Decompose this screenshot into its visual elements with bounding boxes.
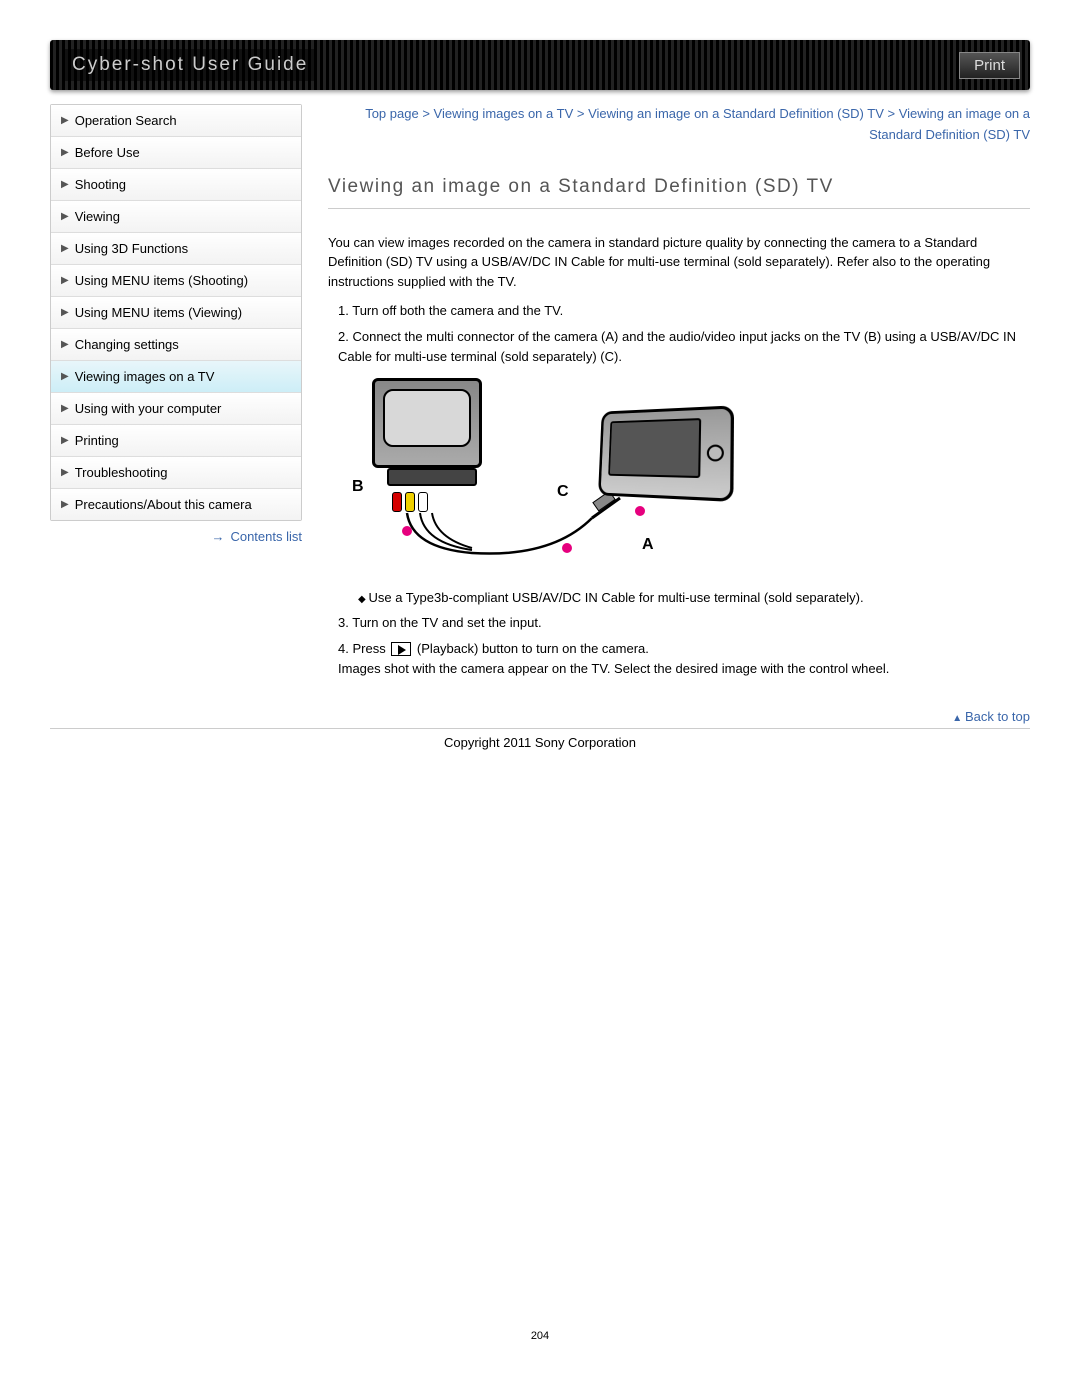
label-a: A xyxy=(642,536,654,554)
chevron-right-icon: ▶ xyxy=(61,467,69,478)
chevron-right-icon: ▶ xyxy=(61,211,69,222)
guide-title: Cyber-shot User Guide xyxy=(64,49,316,81)
step-4-detail: Images shot with the camera appear on th… xyxy=(338,661,889,676)
footer-divider xyxy=(50,728,1030,729)
sidebar-item[interactable]: ▶ Before Use xyxy=(51,137,301,169)
intro-paragraph: You can view images recorded on the came… xyxy=(328,233,1030,292)
main-content: Top page > Viewing images on a TV > View… xyxy=(328,104,1030,724)
sidebar-item-label: Precautions/About this camera xyxy=(75,497,252,512)
contents-list-link[interactable]: → Contents list xyxy=(50,529,302,544)
arrow-right-icon: → xyxy=(211,529,224,544)
step-4-pre: Press xyxy=(352,641,389,656)
chevron-right-icon: ▶ xyxy=(61,115,69,126)
sidebar-item-label: Before Use xyxy=(75,145,140,160)
sidebar-item[interactable]: ▶ Precautions/About this camera xyxy=(51,489,301,520)
page-title: Viewing an image on a Standard Definitio… xyxy=(328,176,1030,209)
chevron-right-icon: ▶ xyxy=(61,307,69,318)
chevron-right-icon: ▶ xyxy=(61,339,69,350)
chevron-right-icon: ▶ xyxy=(61,403,69,414)
step-3: Turn on the TV and set the input. xyxy=(338,613,1030,633)
sidebar-item-label: Using 3D Functions xyxy=(75,241,188,256)
sidebar-item[interactable]: ▶ Printing xyxy=(51,425,301,457)
step-1: Turn off both the camera and the TV. xyxy=(338,301,1030,321)
sidebar-item-label: Using with your computer xyxy=(75,401,222,416)
nav-list: ▶ Operation Search ▶ Before Use ▶ Shooting ▶ Vi… xyxy=(50,104,302,521)
camera-illustration xyxy=(598,405,734,502)
marker-b-icon xyxy=(402,526,412,536)
sidebar: ▶ Operation Search ▶ Before Use ▶ Shooting ▶ Vi… xyxy=(50,104,302,724)
sidebar-item-label: Operation Search xyxy=(75,113,177,128)
note-bullet: Use a Type3b-compliant USB/AV/DC IN Cabl… xyxy=(358,590,1030,605)
sidebar-item-label: Changing settings xyxy=(75,337,179,352)
chevron-right-icon: ▶ xyxy=(61,371,69,382)
breadcrumb[interactable]: Top page > Viewing images on a TV > View… xyxy=(328,104,1030,146)
sidebar-item[interactable]: ▶ Changing settings xyxy=(51,329,301,361)
step-4: Press (Playback) button to turn on the c… xyxy=(338,639,1030,679)
marker-c-icon xyxy=(562,543,572,553)
sidebar-item-label: Troubleshooting xyxy=(75,465,168,480)
connection-diagram: B C xyxy=(352,378,732,578)
sidebar-item-label: Viewing xyxy=(75,209,120,224)
step-2: Connect the multi connector of the camer… xyxy=(338,327,1030,367)
sidebar-item[interactable]: ▶ Using 3D Functions xyxy=(51,233,301,265)
chevron-right-icon: ▶ xyxy=(61,147,69,158)
sidebar-item-label: Using MENU items (Shooting) xyxy=(75,273,248,288)
sidebar-item[interactable]: ▶ Viewing xyxy=(51,201,301,233)
label-c: C xyxy=(557,483,569,501)
header-bar: Cyber-shot User Guide Print xyxy=(50,40,1030,90)
steps-list-cont: Turn on the TV and set the input. Press … xyxy=(328,613,1030,679)
sidebar-item[interactable]: ▶ Troubleshooting xyxy=(51,457,301,489)
breadcrumb-part[interactable]: Viewing images on a TV xyxy=(434,106,574,121)
sidebar-item[interactable]: ▶ Operation Search xyxy=(51,105,301,137)
print-button[interactable]: Print xyxy=(959,52,1020,79)
sidebar-item[interactable]: ▶ Viewing images on a TV xyxy=(51,361,301,393)
chevron-right-icon: ▶ xyxy=(61,435,69,446)
breadcrumb-part[interactable]: Top page xyxy=(365,106,419,121)
marker-a-icon xyxy=(635,506,645,516)
sidebar-item[interactable]: ▶ Shooting xyxy=(51,169,301,201)
sidebar-item-label: Viewing images on a TV xyxy=(75,369,215,384)
chevron-right-icon: ▶ xyxy=(61,243,69,254)
sidebar-item-label: Using MENU items (Viewing) xyxy=(75,305,242,320)
back-to-top-link[interactable]: Back to top xyxy=(328,709,1030,724)
step-4-post: (Playback) button to turn on the camera. xyxy=(413,641,649,656)
sidebar-item[interactable]: ▶ Using with your computer xyxy=(51,393,301,425)
page-number: 204 xyxy=(50,1330,1030,1342)
sidebar-item-label: Shooting xyxy=(75,177,126,192)
sidebar-item[interactable]: ▶ Using MENU items (Viewing) xyxy=(51,297,301,329)
breadcrumb-part[interactable]: Viewing an image on a Standard Definitio… xyxy=(869,106,1030,142)
chevron-right-icon: ▶ xyxy=(61,275,69,286)
copyright-text: Copyright 2011 Sony Corporation xyxy=(50,735,1030,750)
contents-list-label: Contents list xyxy=(230,529,302,544)
chevron-right-icon: ▶ xyxy=(61,179,69,190)
breadcrumb-part[interactable]: Viewing an image on a Standard Definitio… xyxy=(588,106,884,121)
chevron-right-icon: ▶ xyxy=(61,499,69,510)
playback-icon xyxy=(391,642,411,656)
sidebar-item-label: Printing xyxy=(75,433,119,448)
steps-list: Turn off both the camera and the TV. Con… xyxy=(328,301,1030,367)
sidebar-item[interactable]: ▶ Using MENU items (Shooting) xyxy=(51,265,301,297)
